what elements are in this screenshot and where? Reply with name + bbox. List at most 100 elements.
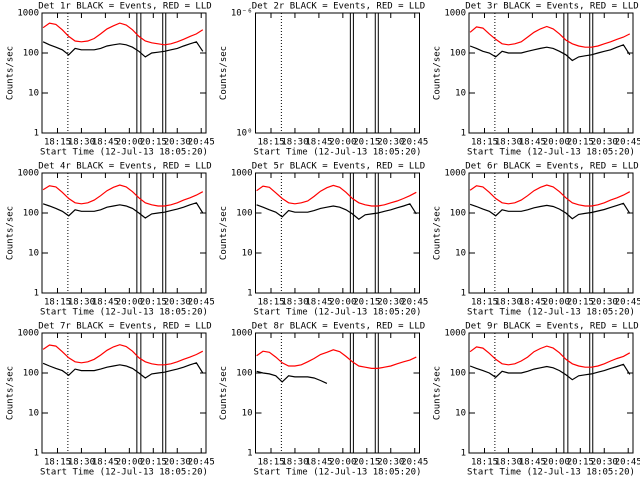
panel-title: Det 4r BLACK = Events, RED = LLD (38, 162, 211, 172)
y-tick-label: 100 (236, 369, 252, 379)
x-tick-label: 20:00 (116, 458, 143, 468)
x-axis-label: Start Time (12-Jul-13 18:05:20) (467, 148, 635, 158)
x-axis-label: Start Time (12-Jul-13 18:05:20) (467, 468, 635, 478)
y-axis-label: Counts/sec (433, 206, 443, 260)
panel-title: Det 2r BLACK = Events, RED = LLD (252, 2, 425, 12)
plot-frame (41, 332, 207, 454)
y-tick-label: 1 (461, 129, 466, 139)
x-tick-label: 18:45 (92, 298, 119, 308)
series-line (42, 344, 204, 366)
y-axis-label: Counts/sec (6, 366, 16, 420)
y-tick-label: 1 (247, 289, 252, 299)
series-line (469, 184, 631, 207)
x-tick-label: 18:30 (68, 138, 95, 148)
y-tick-label: 10 (28, 249, 39, 259)
y-tick-label: 100 (236, 209, 252, 219)
panel-title: Det 8r BLACK = Events, RED = LLD (252, 322, 425, 332)
x-tick-label: 18:15 (471, 138, 498, 148)
series-line (469, 202, 631, 220)
x-axis-label: Start Time (12-Jul-13 18:05:20) (254, 148, 422, 158)
y-axis-label: Counts/sec (6, 206, 16, 260)
x-tick-label: 20:00 (543, 138, 570, 148)
x-tick-label: 18:15 (257, 458, 284, 468)
x-tick-label: 20:30 (591, 138, 618, 148)
series-line (42, 202, 204, 219)
x-tick-label: 18:45 (519, 138, 546, 148)
x-tick-label: 20:30 (591, 298, 618, 308)
x-tick-label: 20:15 (140, 298, 167, 308)
x-tick-label: 20:00 (329, 458, 356, 468)
y-tick-label: 10 (455, 249, 466, 259)
x-tick-label: 18:15 (44, 458, 71, 468)
y-tick-label: 1 (34, 449, 39, 459)
series-line (42, 362, 204, 379)
x-tick-label: 20:30 (164, 138, 191, 148)
y-axis-label: Counts/sec (6, 46, 16, 100)
series-line (469, 44, 631, 62)
x-tick-label: 18:45 (519, 458, 546, 468)
series-line (469, 25, 631, 48)
y-tick-label: 10 (28, 89, 39, 99)
x-tick-label: 18:45 (305, 298, 332, 308)
y-axis-label: Counts/sec (219, 206, 229, 260)
x-tick-label: 20:45 (188, 298, 215, 308)
x-axis-label: Start Time (12-Jul-13 18:05:20) (254, 468, 422, 478)
x-axis-label: Start Time (12-Jul-13 18:05:20) (254, 308, 422, 318)
y-tick-label: 1000 (444, 169, 466, 179)
x-tick-label: 20:30 (591, 458, 618, 468)
y-tick-label: 1 (247, 449, 252, 459)
x-tick-label: 20:15 (567, 138, 594, 148)
y-tick-label: 1000 (231, 329, 253, 339)
y-tick-label: 1000 (444, 329, 466, 339)
series-line (42, 184, 204, 207)
x-tick-label: 18:30 (68, 458, 95, 468)
y-tick-label: 10 (28, 409, 39, 419)
x-axis-label: Start Time (12-Jul-13 18:05:20) (40, 468, 208, 478)
panel-title: Det 3r BLACK = Events, RED = LLD (465, 2, 638, 12)
panel-title: Det 7r BLACK = Events, RED = LLD (38, 322, 211, 332)
y-tick-label: 1000 (17, 329, 39, 339)
x-tick-label: 18:45 (305, 458, 332, 468)
y-tick-label: 1000 (444, 9, 466, 19)
panel-title: Det 1r BLACK = Events, RED = LLD (38, 2, 211, 12)
series-line (469, 363, 631, 381)
y-axis-label: Counts/sec (219, 46, 229, 100)
x-tick-label: 20:45 (615, 298, 640, 308)
y-axis-label: Counts/sec (219, 366, 229, 420)
x-tick-label: 20:15 (567, 458, 594, 468)
y-tick-label: 1 (34, 129, 39, 139)
x-tick-label: 18:30 (281, 458, 308, 468)
x-tick-label: 18:45 (92, 138, 119, 148)
series-line (469, 345, 631, 368)
x-tick-label: 20:30 (377, 298, 404, 308)
x-tick-label: 20:45 (188, 458, 215, 468)
y-tick-label: 100 (23, 209, 39, 219)
y-tick-label: 1000 (17, 9, 39, 19)
x-tick-label: 20:30 (377, 458, 404, 468)
x-tick-label: 20:00 (543, 458, 570, 468)
y-tick-label: 10 (242, 409, 253, 419)
x-tick-label: 20:30 (164, 458, 191, 468)
plot-frame (468, 12, 634, 134)
x-tick-label: 20:45 (188, 138, 215, 148)
x-tick-label: 20:00 (329, 138, 356, 148)
x-tick-label: 20:15 (353, 298, 380, 308)
x-tick-label: 18:15 (44, 138, 71, 148)
x-tick-label: 18:15 (471, 458, 498, 468)
x-tick-label: 20:45 (615, 458, 640, 468)
plot-frame (255, 172, 420, 294)
y-tick-label: 10 (455, 409, 466, 419)
x-tick-label: 20:00 (116, 298, 143, 308)
series-line (42, 22, 204, 46)
x-tick-label: 20:00 (116, 138, 143, 148)
x-tick-label: 18:45 (92, 458, 119, 468)
x-tick-label: 18:15 (471, 298, 498, 308)
y-tick-label: 100 (23, 369, 39, 379)
x-axis-label: Start Time (12-Jul-13 18:05:20) (467, 308, 635, 318)
x-tick-label: 18:15 (257, 138, 284, 148)
x-tick-label: 20:45 (615, 138, 640, 148)
x-tick-label: 18:15 (257, 298, 284, 308)
x-tick-label: 20:15 (567, 298, 594, 308)
y-tick-label: 1 (461, 449, 466, 459)
